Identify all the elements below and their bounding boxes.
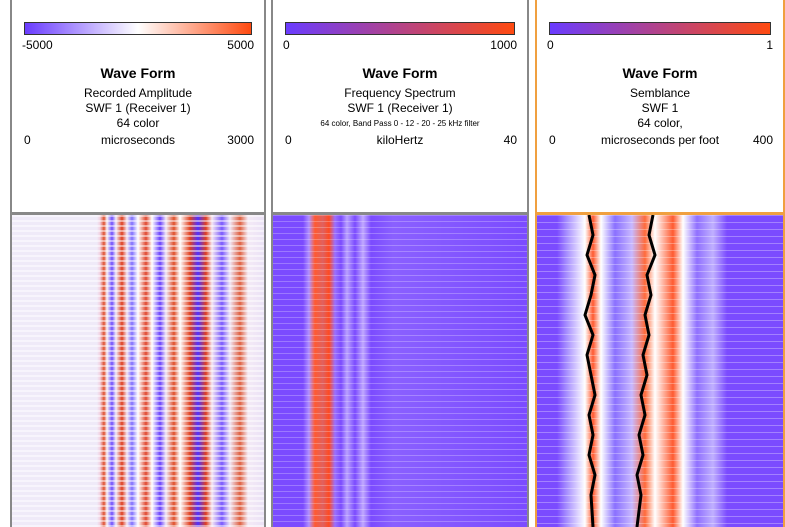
- track-title: Wave Form: [622, 65, 698, 81]
- scale-min: 0: [283, 38, 290, 52]
- track: -5000 5000 Wave Form Recorded Amplitude SWF …: [10, 0, 266, 527]
- scale-max: 1: [766, 38, 773, 52]
- axis-label: microseconds: [100, 133, 176, 147]
- pick-line: [635, 214, 657, 527]
- color-scale: [549, 22, 771, 35]
- axis-label: kiloHertz: [376, 133, 424, 147]
- track-description: Recorded Amplitude: [83, 86, 193, 100]
- axis-min: 0: [24, 133, 31, 147]
- pick-line: [583, 214, 597, 527]
- axis-max: 40: [503, 133, 517, 147]
- scale-min: -5000: [22, 38, 53, 52]
- scale-min: 0: [547, 38, 554, 52]
- axis-max: 400: [752, 133, 773, 147]
- axis-max: 3000: [227, 133, 254, 147]
- track-description: Frequency Spectrum: [344, 86, 456, 100]
- semblance-image: [537, 214, 783, 527]
- track-header: 0 1000 Wave Form Frequency Spectrum SWF 1 (R…: [273, 0, 527, 215]
- track-description: Semblance: [629, 86, 691, 100]
- scale-max: 5000: [227, 38, 254, 52]
- track-description: SWF 1: [641, 101, 679, 115]
- color-scale: [285, 22, 515, 35]
- track-title: Wave Form: [100, 65, 176, 81]
- axis-label: microseconds per foot: [600, 133, 720, 147]
- color-scale: [24, 22, 252, 35]
- track-header: 0 1 Wave Form Semblance SWF 1 64 color, 0 micro…: [537, 0, 783, 215]
- scale-max: 1000: [490, 38, 517, 52]
- track-description: SWF 1 (Receiver 1): [85, 101, 191, 115]
- axis-min: 0: [285, 133, 292, 147]
- waveform-image: [12, 215, 264, 527]
- spectrum-image: [273, 215, 527, 527]
- track-description: 64 color, Band Pass 0 - 12 - 20 - 25 kHz…: [320, 119, 480, 128]
- track-title: Wave Form: [362, 65, 438, 81]
- track: 0 1000 Wave Form Frequency Spectrum SWF 1 (R…: [271, 0, 529, 527]
- track-description: 64 color: [116, 116, 160, 130]
- track: 0 1 Wave Form Semblance SWF 1 64 color, 0 micro…: [535, 0, 785, 527]
- track-description: 64 color,: [637, 116, 683, 130]
- axis-min: 0: [549, 133, 556, 147]
- track-header: -5000 5000 Wave Form Recorded Amplitude SWF …: [12, 0, 264, 215]
- semblance-picks: [583, 214, 657, 527]
- track-description: SWF 1 (Receiver 1): [347, 101, 453, 115]
